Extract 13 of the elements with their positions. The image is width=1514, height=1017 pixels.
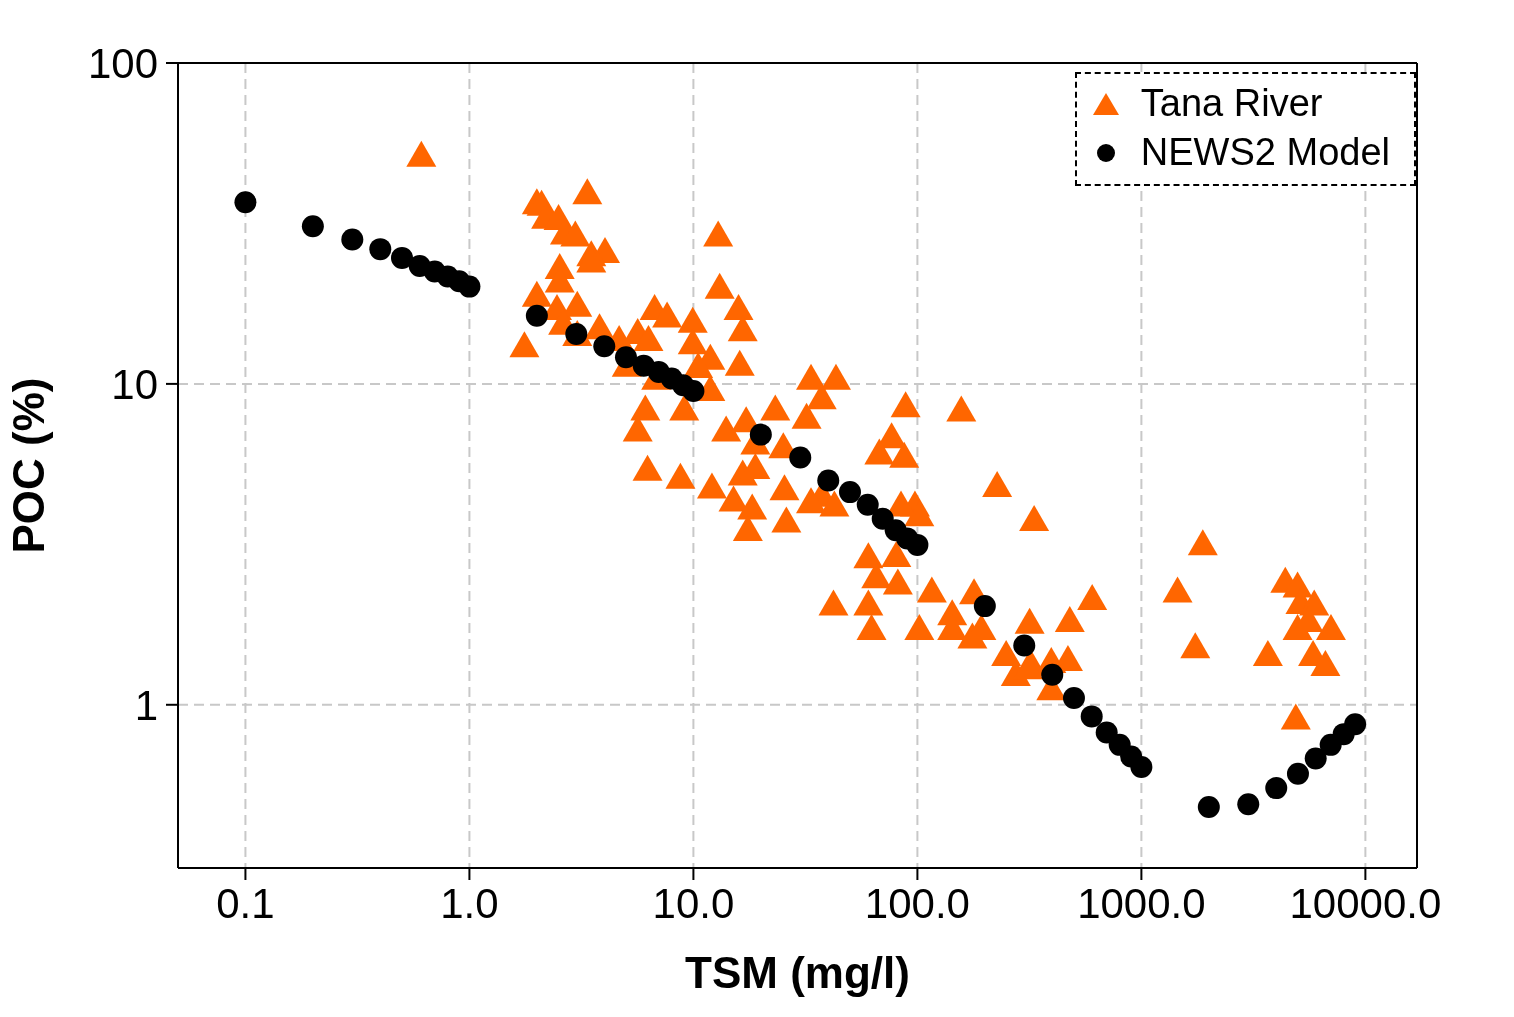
y-tick-label: 100 <box>87 39 158 87</box>
x-tick-label: 10.0 <box>652 879 735 927</box>
x-tick-label: 10000.0 <box>1289 879 1442 927</box>
y-tick-label: 1 <box>134 681 158 729</box>
x-axis-title: TSM (mg/l) <box>685 948 910 997</box>
y-tick-label: 10 <box>111 360 158 408</box>
x-tick-label: 1.0 <box>440 879 499 927</box>
legend-label: NEWS2 Model <box>1140 131 1390 174</box>
y-axis-title: POC (%) <box>3 377 53 554</box>
x-tick-label: 100.0 <box>864 879 970 927</box>
x-tick-label: 0.1 <box>216 879 275 927</box>
legend-label: Tana River <box>1140 82 1323 125</box>
x-tick-label: 1000.0 <box>1077 879 1206 927</box>
